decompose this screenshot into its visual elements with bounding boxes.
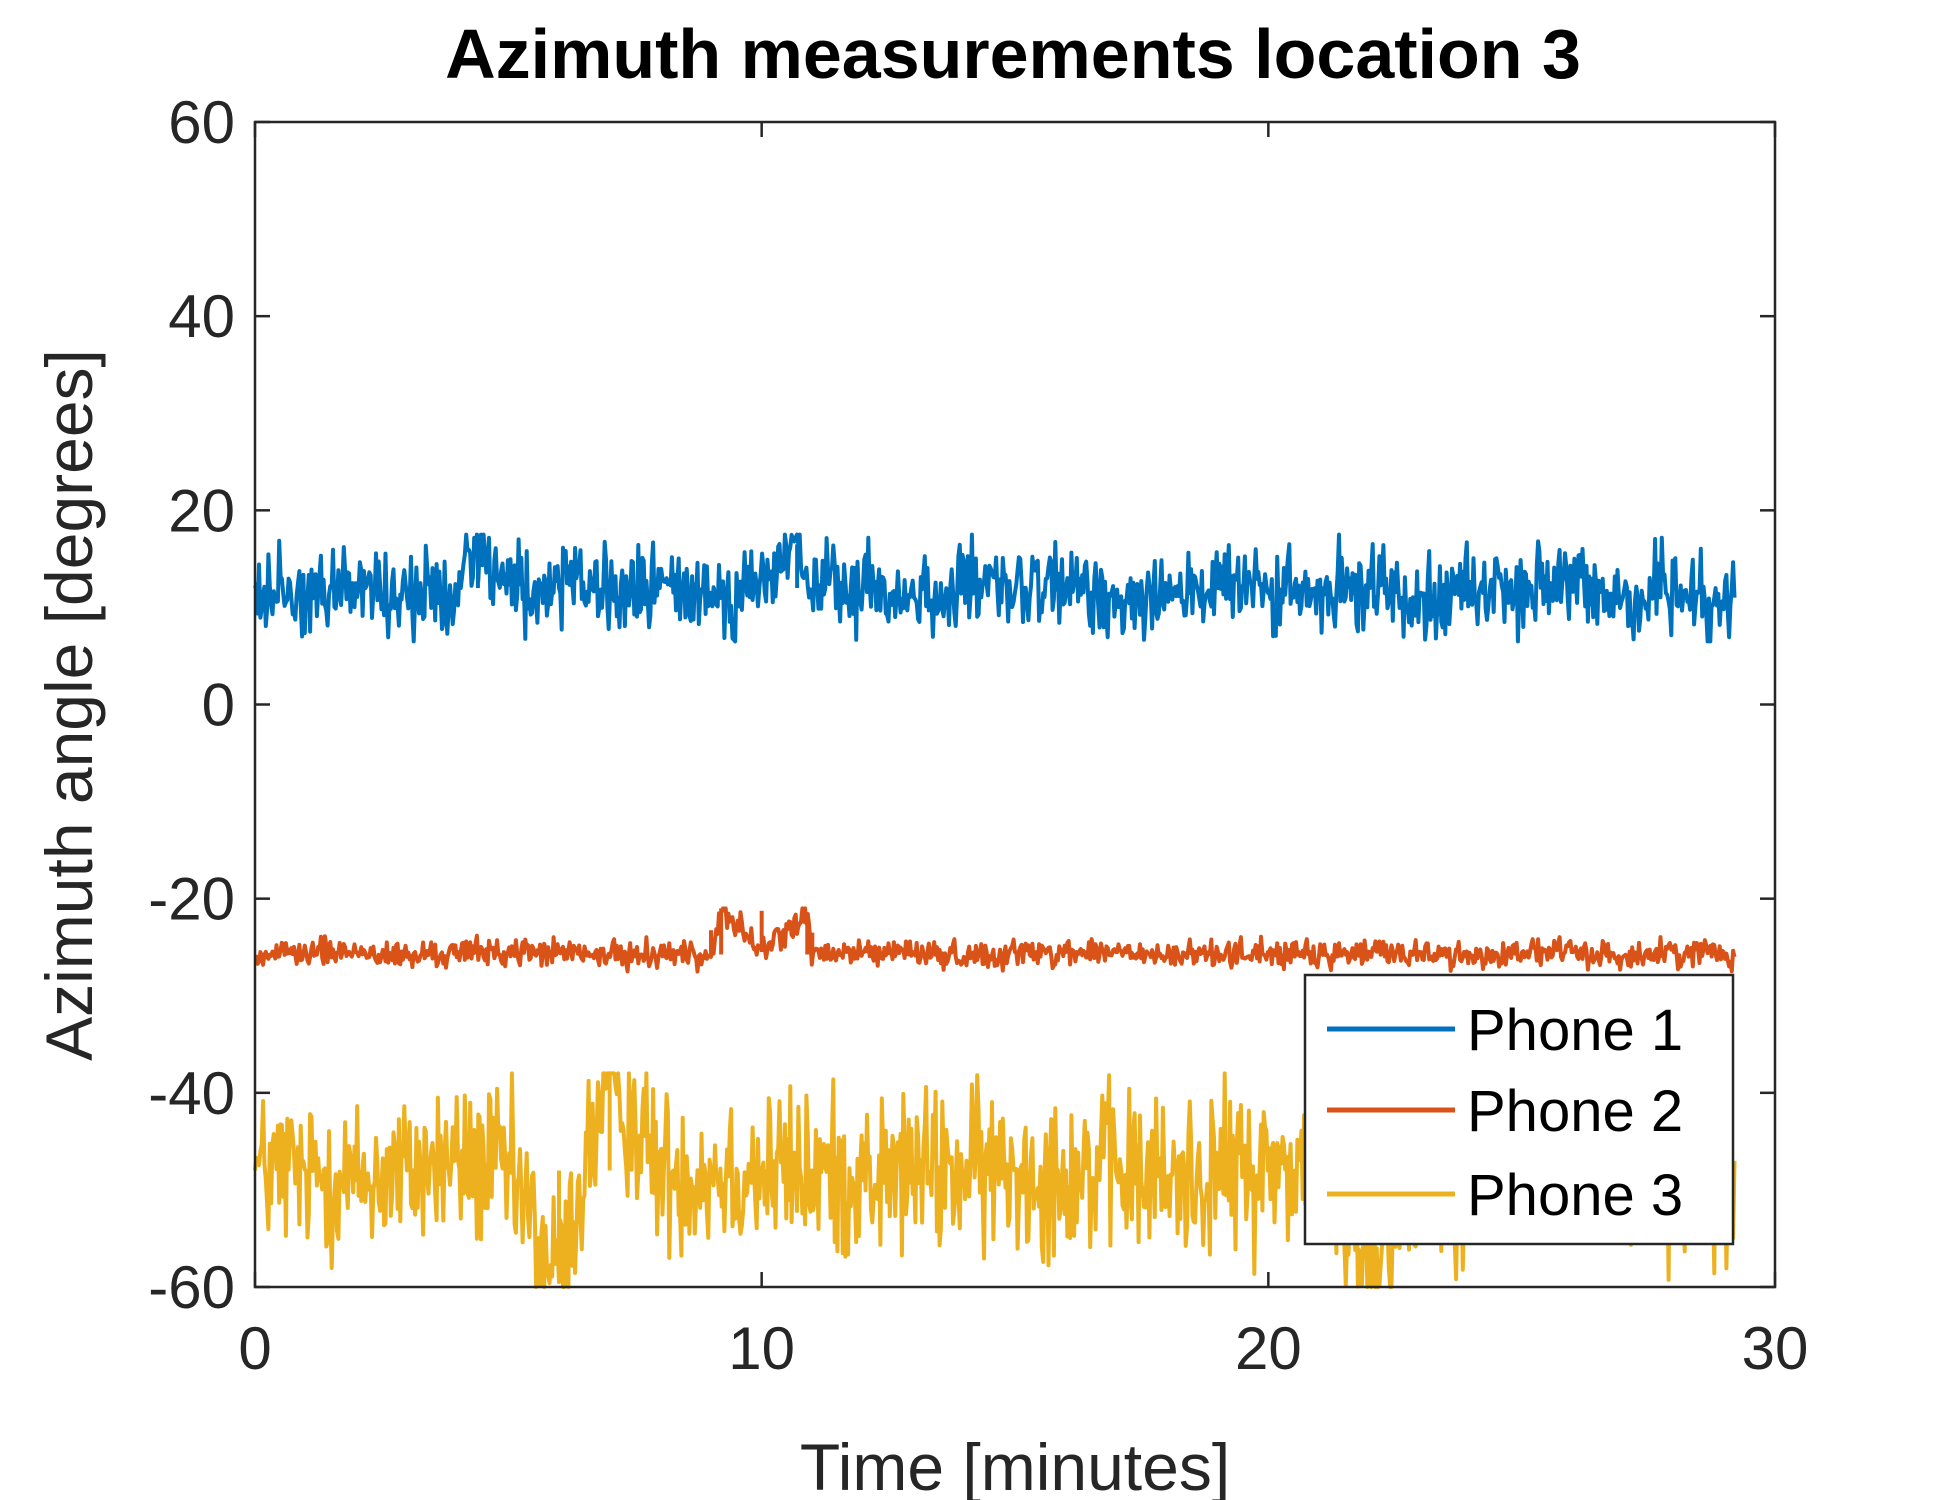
x-tick-label: 30: [1742, 1315, 1809, 1382]
x-axis-label: Time [minutes]: [800, 1430, 1230, 1500]
y-tick-label: 0: [202, 672, 235, 739]
legend: Phone 1 Phone 2 Phone 3: [1305, 975, 1733, 1244]
y-tick-label: -60: [148, 1254, 235, 1321]
y-axis-label: Azimuth angle [degrees]: [32, 349, 106, 1061]
y-tick-label: 40: [168, 283, 235, 350]
x-tick-label: 0: [238, 1315, 271, 1382]
chart-title: Azimuth measurements location 3: [445, 15, 1581, 93]
x-tick-label: 10: [728, 1315, 795, 1382]
legend-label-phone-1: Phone 1: [1467, 998, 1683, 1063]
y-tick-label: -40: [148, 1060, 235, 1127]
x-tick-label: 20: [1235, 1315, 1302, 1382]
y-tick-label: 20: [168, 477, 235, 544]
legend-label-phone-2: Phone 2: [1467, 1079, 1683, 1144]
y-tick-label: 60: [168, 89, 235, 156]
legend-label-phone-3: Phone 3: [1467, 1163, 1683, 1228]
y-tick-label: -20: [148, 866, 235, 933]
